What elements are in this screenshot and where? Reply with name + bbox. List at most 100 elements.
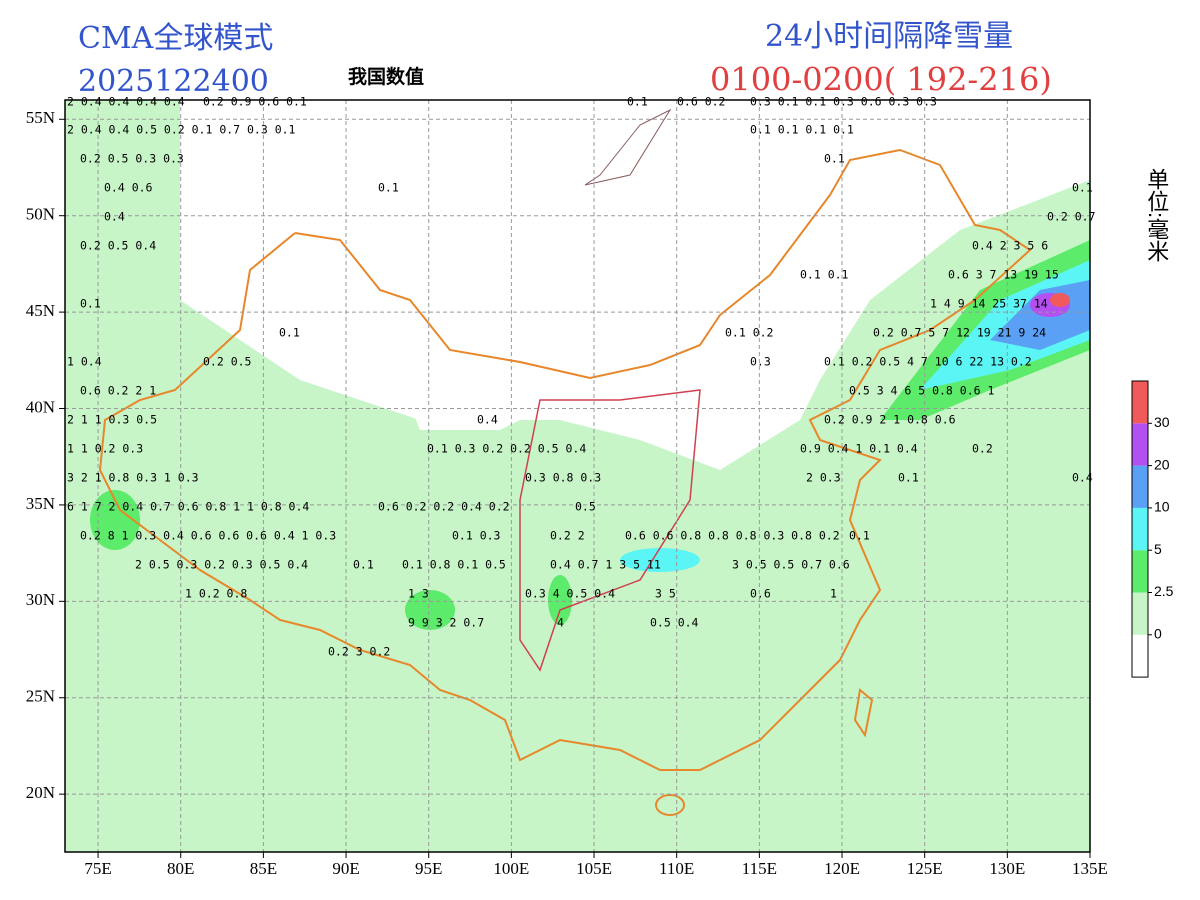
y-tick-label: 35N [26,494,55,513]
legend-label: 5 [1154,541,1162,557]
station-value: 0.1 0.1 0.1 0.1 [750,123,854,137]
legend-swatch [1132,381,1148,424]
station-value: 0.3 0.1 0.1 0.3 0.6 0.3 0.3 [750,95,937,109]
center-label: 我国数值 [348,65,424,88]
x-tick-label: 75E [84,859,111,878]
station-value: 0.1 [1072,181,1093,195]
station-value: 0.3 [750,355,771,369]
station-value: 9 9 3 2 0.7 [408,616,484,630]
snow-area [65,690,470,852]
legend-swatch [1132,423,1148,466]
legend-swatch [1132,465,1148,508]
x-tick-label: 85E [250,859,277,878]
station-value: 0.5 [575,500,596,514]
station-value: 1 3 [408,587,429,601]
station-value: 0.6 [750,587,771,601]
y-tick-label: 55N [26,108,55,127]
x-tick-label: 130E [989,859,1025,878]
station-value: 0.1 [898,471,919,485]
station-value: 0.1 [849,529,870,543]
legend-swatch [1132,592,1148,635]
station-value: 0.4 0.7 1 3 5 11 [550,558,661,572]
y-tick-label: 30N [26,590,55,609]
station-value: 0.4 2 3 5 6 [972,239,1048,253]
station-value: 1 0.2 0.8 [185,587,247,601]
station-value: 0.2 2 [550,529,585,543]
station-value: 0.4 [477,413,498,427]
station-value: 0.1 0.2 0.5 4 7 10 6 22 13 0.2 [824,355,1032,369]
station-value: 3 5 [655,587,676,601]
station-value: 0.4 [104,210,125,224]
init-time: 2025122400 [78,64,269,99]
product-title: 24小时间隔降雪量 [765,19,1013,54]
station-value: 0.2 0.5 [203,355,251,369]
station-value: 0.2 0.5 0.3 0.3 [80,152,184,166]
snow-area [1050,293,1070,307]
station-value: 0.1 [80,297,101,311]
station-value: 0.2 0.9 2 1 0.8 0.6 [824,413,956,427]
station-value: 3 0.5 0.5 0.7 0.6 [732,558,850,572]
map-layer [65,100,1090,852]
station-value: 2 0.3 [806,471,841,485]
snow-area [65,100,1090,852]
legend-label: 2.5 [1154,583,1174,599]
station-value: 0.2 [972,442,993,456]
station-value: 0.6 0.2 0.2 0.4 0.2 [378,500,510,514]
station-value: 0.5 3 4 6 5 0.8 0.6 1 [849,384,994,398]
station-value: 4 [557,616,564,630]
taiwan-border [853,688,874,738]
x-tick-label: 100E [493,859,529,878]
x-tick-label: 105E [576,859,612,878]
station-value: 2 0.5 0.3 0.2 0.3 0.5 0.4 [135,558,308,572]
station-value: 0.2 0.7 5 7 12 19 21 9 24 [873,326,1046,340]
x-tick-label: 110E [659,859,694,878]
station-value: 0.3 4 0.5 0.4 [525,587,615,601]
y-tick-label: 20N [26,783,55,802]
station-value: 0.6 3 7 13 19 15 [948,268,1059,282]
station-value: 0.2 0.5 0.4 [80,239,156,253]
map-frame [64,99,1091,853]
snow-area [548,575,572,625]
station-value: 0.2 0.7 [1047,210,1096,224]
station-value: 0.1 [824,152,845,166]
y-tick-label: 50N [26,205,55,224]
station-value: 0.2 8 1 0.3 0.4 0.6 0.6 0.6 0.4 1 0.3 [80,529,336,543]
snow-area [405,590,455,630]
hainan-border [655,794,685,816]
x-tick-label: 115E [742,859,777,878]
x-tick-label: 90E [332,859,359,878]
y-tick-label: 25N [26,687,55,706]
station-value: 3 2 1 0.8 0.3 1 0.3 [67,471,199,485]
station-value: 0.9 0.4 1 0.1 0.4 [800,442,918,456]
snow-area [620,548,700,572]
lake-outline [584,108,672,186]
station-value: 0.5 0.4 [650,616,699,630]
y-tick-label: 40N [26,397,55,416]
station-value: 0.1 0.8 0.1 0.5 [402,558,506,572]
station-value: 0.1 0.3 [452,529,501,543]
station-value: 0.3 0.8 0.3 [525,471,601,485]
legend-label: 10 [1154,499,1170,515]
legend-swatch [1132,507,1148,551]
china-border [98,148,1032,771]
legend-swatch [1132,634,1148,678]
legend-swatch [1132,550,1148,593]
station-value: 1 1 0.2 0.3 [67,442,143,456]
station-value: 0.4 [1072,471,1093,485]
period: 0100-0200( 192-216) [710,61,1052,99]
station-value: 2 1 1 0.3 0.5 [67,413,157,427]
station-value: 1 [830,587,837,601]
legend-label: 0 [1154,626,1162,642]
station-value: 0.1 [279,326,300,340]
legend-label: 20 [1154,456,1170,472]
station-value: 1 0.4 [67,355,102,369]
x-tick-label: 95E [415,859,442,878]
legend-frame [1131,380,1149,678]
unit-label: 单位:毫米 [1144,168,1169,262]
station-value: 0.1 0.2 [725,326,773,340]
station-value: 0.1 [627,95,648,109]
station-value: 0.6 0.6 0.8 0.8 0.8 0.3 0.8 0.2 [625,529,840,543]
legend-label: 30 [1154,414,1170,430]
station-value: 0.6 0.2 2 1 [80,384,156,398]
